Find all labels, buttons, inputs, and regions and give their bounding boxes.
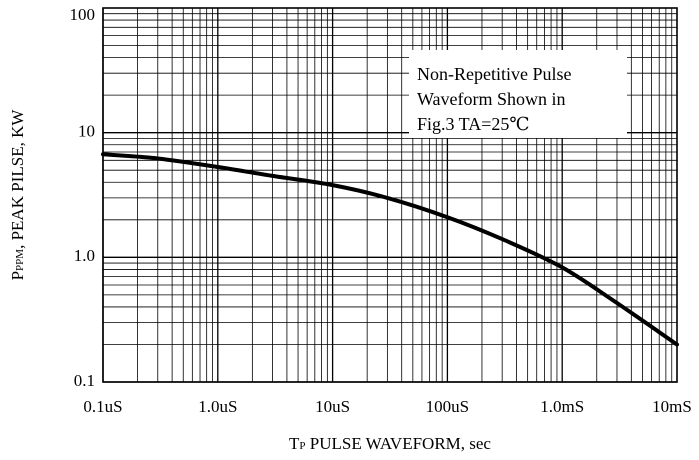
annotation-box: Non-Repetitive Pulse Waveform Shown in F… bbox=[409, 50, 627, 138]
x-tick-labels: 0.1uS 1.0uS 10uS 100uS 1.0mS 10mS bbox=[83, 397, 691, 416]
annotation-line: Waveform Shown in bbox=[417, 89, 566, 109]
annotation-line: Fig.3 TA=25℃ bbox=[417, 114, 530, 134]
y-axis-title-main: P bbox=[8, 271, 27, 280]
x-axis-title: TP PULSE WAVEFORM, sec bbox=[289, 434, 491, 453]
x-tick-label: 10uS bbox=[315, 397, 350, 416]
series-points bbox=[103, 154, 677, 344]
annotation-line: Non-Repetitive Pulse bbox=[417, 64, 571, 84]
x-tick-label: 100uS bbox=[426, 397, 469, 416]
series-line-peak-pulse-power bbox=[103, 154, 677, 344]
y-tick-labels: 0.1 1.0 10 100 bbox=[70, 5, 96, 390]
x-tick-label: 1.0uS bbox=[198, 397, 237, 416]
x-tick-label: 1.0mS bbox=[540, 397, 584, 416]
y-tick-label: 0.1 bbox=[74, 371, 95, 390]
y-axis-title: PPPM, PEAK PILSE, KW bbox=[8, 109, 27, 281]
y-tick-label: 100 bbox=[70, 5, 96, 24]
x-axis-title-main: T bbox=[289, 434, 300, 453]
y-tick-label: 1.0 bbox=[74, 246, 95, 265]
y-axis-title-subscript: PPM bbox=[14, 249, 26, 271]
x-tick-label: 0.1uS bbox=[83, 397, 122, 416]
y-tick-label: 10 bbox=[78, 122, 95, 141]
x-tick-label: 10mS bbox=[652, 397, 692, 416]
y-axis-title-rest: , PEAK PILSE, KW bbox=[8, 109, 27, 249]
x-axis-title-rest: PULSE WAVEFORM, sec bbox=[306, 434, 492, 453]
